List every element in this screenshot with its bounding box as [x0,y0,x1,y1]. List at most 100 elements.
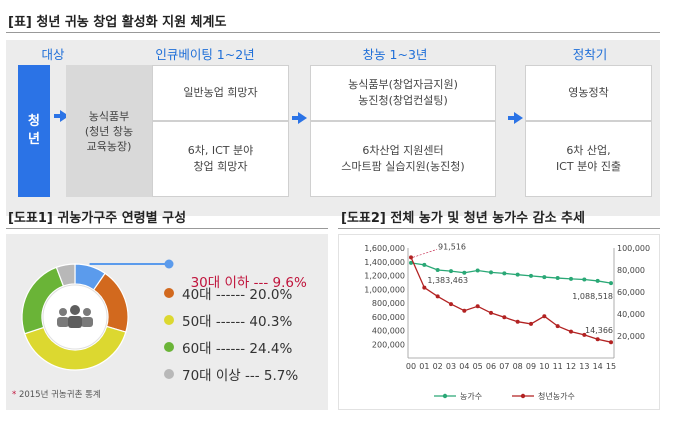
left-tick-label: 1,600,000 [364,244,405,253]
legend-item-30s: 30대 이하 --- 9.6% [182,255,307,291]
x-tick-label: 10 [539,362,549,371]
series-point [502,271,507,276]
target-line: 청 [28,114,40,129]
legend-label: 농가수 [460,392,482,401]
annotation-leader [412,249,438,258]
legend-swatch-70s [164,369,174,379]
legend-item-60s: 60대 ------ 24.4% [182,341,293,357]
donut-slice [23,325,127,371]
series-point [422,262,427,267]
line-title-rule [338,228,660,229]
annotation-label: 1,088,518 [572,292,613,301]
series-point [569,276,573,281]
annotation-label: 14,366 [585,326,613,335]
settle-6th-line: 6차 산업, [566,144,611,157]
series-point [475,304,480,309]
stage-header-settle: 정착기 [572,47,608,62]
series-line [410,257,612,343]
target-line: 년 [28,132,40,147]
startup-center-box: 6차산업 지원센터 스마트팜 실습지원(농진청) [310,121,496,197]
left-tick-label: 1,400,000 [364,258,405,267]
series-line [410,262,612,284]
source-text: 2015년 귀농귀촌 통계 [18,390,101,400]
legend-item-50s: 50대 ------ 40.3% [182,314,293,330]
incubation-org-line: 농식품부 [88,109,130,123]
series-point [435,294,440,299]
flow-arrow-icon [292,112,307,124]
series-point [409,255,413,260]
settle-farming-box: 영농정착 [525,65,652,121]
x-tick-label: 13 [579,362,589,371]
legend-item-70s: 70대 이상 --- 5.7% [182,368,299,384]
legend-item-40s: 40대 ------ 20.0% [182,287,293,303]
incubation-org-box: 농식품부 (청년 창농 교육농장) [66,65,152,197]
incubation-general-box: 일반농업 희망자 [152,65,289,121]
left-tick-label: 800,000 [372,299,405,308]
x-tick-label: 12 [566,362,576,371]
series-point [555,324,560,329]
x-tick-label: 06 [486,362,496,371]
right-tick-label: 20,000 [617,332,645,341]
farm-trend-line-chart: 200,000 400,000 600,000 800,000 1,000,000 1,2… [364,242,650,401]
annotation-label: 1,383,463 [427,276,468,285]
pie-section-title: [도표1] 귀농가구주 연령별 구성 [8,211,187,226]
series-point [569,329,573,334]
series-point [502,315,507,320]
left-tick-label: 200,000 [372,340,405,349]
legend-marker [442,393,448,399]
x-tick-label: 02 [433,362,443,371]
legend-label: 청년농가수 [538,391,575,401]
left-tick-label: 1,200,000 [364,272,405,281]
legend-swatch-60s [164,342,174,352]
right-tick-label: 40,000 [617,310,645,319]
x-tick-label: 15 [606,362,616,371]
series-point [609,340,613,345]
startup-center-line: 6차산업 지원센터 [362,144,444,157]
x-tick-label: 08 [513,362,523,371]
series-point [609,281,613,286]
x-tick-label: 14 [593,362,603,371]
series-point [489,270,493,275]
startup-support-line: 농진청(창업컨설팅) [358,94,448,107]
series-point [422,285,427,290]
incubation-6th-line: 창업 희망자 [193,160,248,173]
legend-swatch-50s [164,315,174,325]
incubation-general-text: 일반농업 희망자 [183,86,258,99]
incubation-org-line: 교육농장) [86,139,132,153]
settle-6th-box: 6차 산업, ICT 분야 진출 [525,121,652,197]
stage-header-incubation: 인큐베이팅 1~2년 [155,47,255,62]
target-youth-box: 청 년 [18,65,50,197]
donut-slice [55,263,76,287]
x-tick-label: 11 [553,362,563,371]
x-tick-label: 09 [526,362,536,371]
series-point [515,272,520,277]
flow-arrow-icon [54,110,69,122]
series-point [462,270,467,275]
series-point [555,276,560,281]
legend-label: 30대 이하 --- 9.6% [190,275,307,291]
top-section-title: [표] 청년 귀농 창업 활성화 지원 체계도 [8,15,227,30]
annotation-label: 91,516 [438,242,466,251]
series-point [529,273,533,278]
pie-title-rule [6,228,328,229]
right-tick-label: 80,000 [617,266,645,275]
source-asterisk: * [12,390,17,400]
left-tick-label: 1,000,000 [364,285,405,294]
series-point [475,268,480,273]
settle-6th-line: ICT 분야 진출 [555,160,622,173]
x-tick-label: 01 [419,362,429,371]
series-point [582,277,587,282]
age-donut-chart [21,259,174,371]
x-tick-label: 00 [406,362,416,371]
series-point [435,268,440,272]
legend-marker [520,393,526,399]
stage-header-startup: 창농 1~3년 [362,47,428,62]
x-tick-label: 04 [459,362,469,371]
series-point [542,314,547,319]
series-point [542,275,547,280]
series-point [595,337,600,342]
series-point [449,269,453,274]
incubation-org-line: (청년 창농 [84,124,134,138]
legend-swatch-40s [164,288,174,298]
series-point [582,332,587,337]
